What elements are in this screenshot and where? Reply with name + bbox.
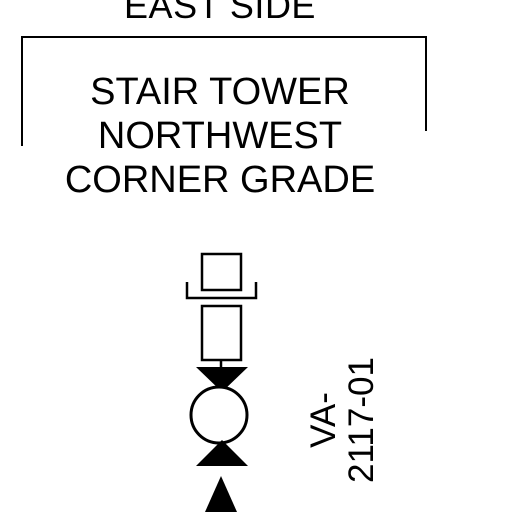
valve-tag-number: 2117-01: [342, 357, 381, 483]
location-line-1: STAIR TOWER: [90, 71, 350, 113]
valve-tag-label: VA- 2117-01: [304, 355, 381, 485]
section-heading: EAST SIDE: [124, 0, 316, 26]
flange-bracket-symbol: [185, 282, 258, 300]
location-line-3: CORNER GRADE: [64, 159, 376, 201]
valve-upper-wedge: [196, 367, 248, 392]
pipe-continuation-wedge: [205, 476, 237, 512]
location-line-2: NORTHWEST: [97, 115, 343, 157]
pipe-cap-symbol: [200, 252, 243, 292]
valve-lower-wedge: [196, 440, 248, 466]
valve-tag-prefix: VA-: [304, 392, 343, 448]
pipe-spool-symbol: [200, 304, 243, 362]
valve-body-circle: [189, 385, 249, 445]
callout-bracket: [21, 36, 427, 146]
